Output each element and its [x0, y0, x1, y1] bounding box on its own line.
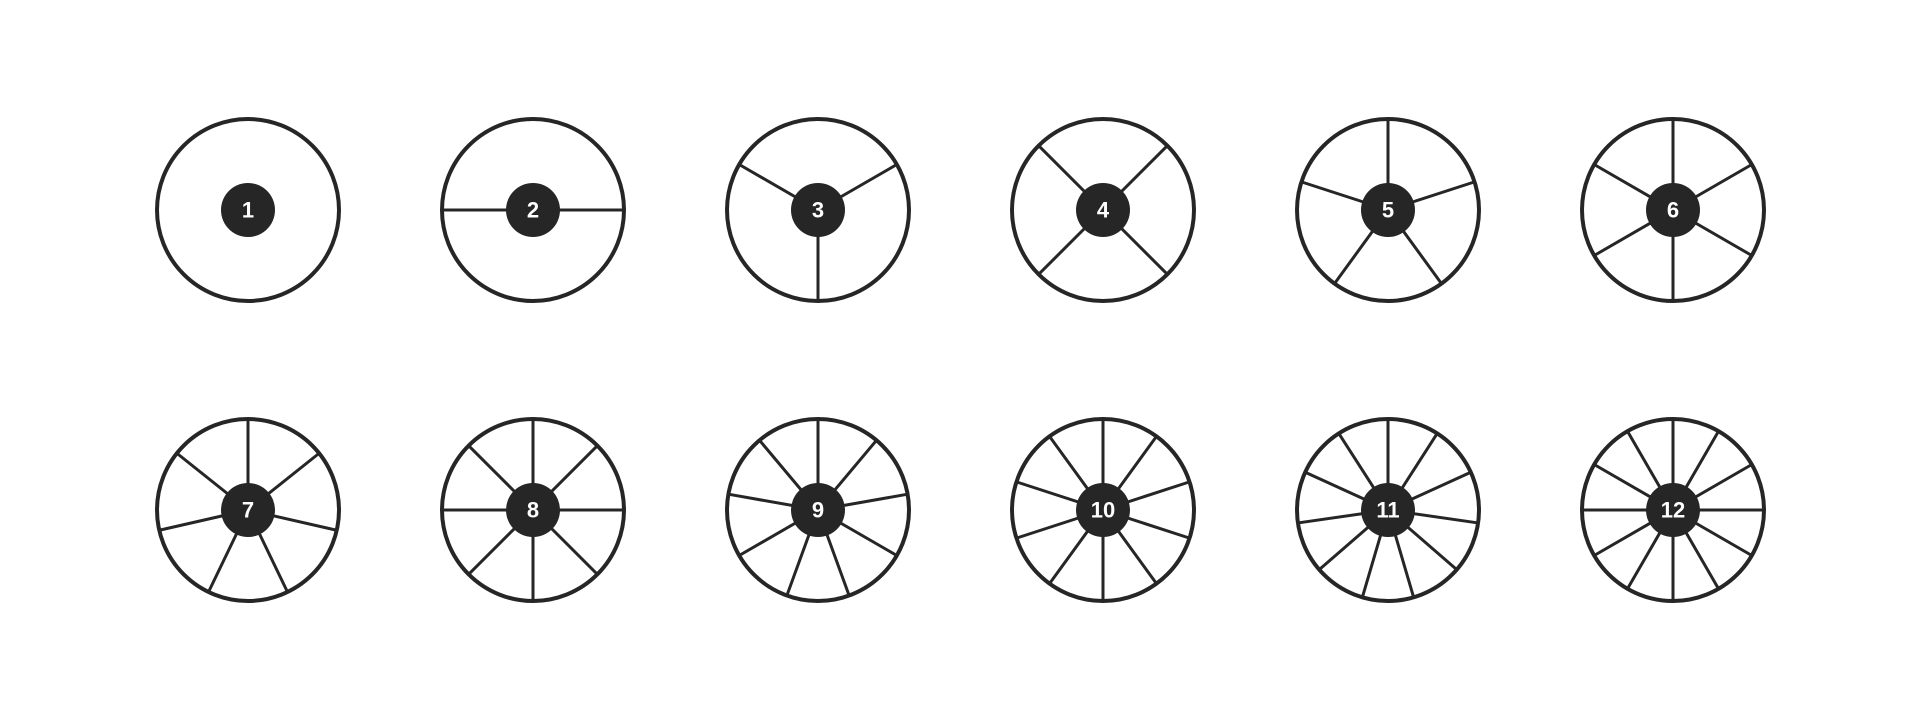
wheel-3-segments: 3: [723, 115, 913, 305]
wheel-11-segments: 11: [1293, 415, 1483, 605]
wheel-5-segments: 5: [1293, 115, 1483, 305]
wheel-grid: 1 2 3 4 5 6: [153, 115, 1768, 605]
wheel-8-segments: 8: [438, 415, 628, 605]
wheel-label: 7: [241, 498, 253, 523]
wheel-10-segments: 10: [1008, 415, 1198, 605]
wheel-label: 1: [241, 198, 253, 223]
wheel-label: 4: [1096, 198, 1109, 223]
wheel-9-segments: 9: [723, 415, 913, 605]
wheel-2-segments: 2: [438, 115, 628, 305]
wheel-label: 3: [811, 198, 823, 223]
wheel-1-segments: 1: [153, 115, 343, 305]
wheel-label: 6: [1666, 198, 1678, 223]
wheel-label: 2: [526, 198, 538, 223]
wheel-label: 10: [1090, 498, 1114, 523]
wheel-4-segments: 4: [1008, 115, 1198, 305]
wheel-label: 12: [1660, 498, 1684, 523]
wheel-7-segments: 7: [153, 415, 343, 605]
wheel-6-segments: 6: [1578, 115, 1768, 305]
wheel-label: 5: [1381, 198, 1393, 223]
wheel-label: 11: [1376, 498, 1399, 523]
wheel-label: 9: [811, 498, 823, 523]
wheel-label: 8: [526, 498, 538, 523]
wheel-12-segments: 12: [1578, 415, 1768, 605]
